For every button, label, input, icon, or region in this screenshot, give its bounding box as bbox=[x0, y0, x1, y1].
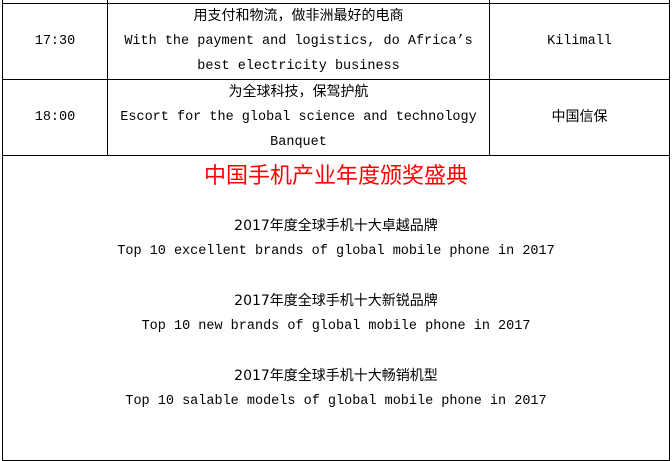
topic-en: Banquet bbox=[270, 135, 327, 150]
table-row: 18:00 为全球科技，保驾护航 Escort for the global s… bbox=[2, 79, 670, 156]
topic-en: Escort for the global science and techno… bbox=[120, 110, 477, 125]
time-cell: 18:00 bbox=[2, 79, 108, 156]
topic-en: With the payment and logistics, do Afric… bbox=[124, 34, 473, 49]
topic-cell: 为全球科技，保驾护航 Escort for the global science… bbox=[107, 79, 490, 156]
table-top-edge bbox=[2, 0, 670, 3]
award-item: 2017年度全球手机十大新锐品牌 Top 10 new brands of gl… bbox=[3, 289, 669, 339]
award-item: 2017年度全球手机十大卓越品牌 Top 10 excellent brands… bbox=[3, 214, 669, 264]
award-item: 2017年度全球手机十大畅销机型 Top 10 salable models o… bbox=[3, 364, 669, 414]
award-zh: 2017年度全球手机十大新锐品牌 bbox=[234, 293, 438, 309]
company-cell: Kilimall bbox=[489, 3, 670, 80]
awards-title: 中国手机产业年度颁奖盛典 bbox=[203, 164, 468, 189]
company-cell: 中国信保 bbox=[489, 79, 670, 156]
award-en: Top 10 salable models of global mobile p… bbox=[125, 394, 547, 409]
award-en: Top 10 excellent brands of global mobile… bbox=[117, 244, 555, 259]
topic-en: best electricity business bbox=[197, 59, 400, 74]
awards-cell: 中国手机产业年度颁奖盛典 2017年度全球手机十大卓越品牌 Top 10 exc… bbox=[2, 155, 670, 461]
award-en: Top 10 new brands of global mobile phone… bbox=[141, 319, 531, 334]
topic-cell: 用支付和物流，做非洲最好的电商 With the payment and log… bbox=[107, 3, 490, 80]
time-cell: 17:30 bbox=[2, 3, 108, 80]
topic-zh: 用支付和物流，做非洲最好的电商 bbox=[193, 8, 404, 24]
topic-zh: 为全球科技，保驾护航 bbox=[228, 84, 369, 100]
award-zh: 2017年度全球手机十大卓越品牌 bbox=[234, 218, 438, 234]
table-row: 17:30 用支付和物流，做非洲最好的电商 With the payment a… bbox=[2, 3, 670, 80]
award-zh: 2017年度全球手机十大畅销机型 bbox=[234, 368, 438, 384]
schedule-table: 17:30 用支付和物流，做非洲最好的电商 With the payment a… bbox=[2, 3, 670, 461]
awards-row: 中国手机产业年度颁奖盛典 2017年度全球手机十大卓越品牌 Top 10 exc… bbox=[2, 155, 670, 461]
